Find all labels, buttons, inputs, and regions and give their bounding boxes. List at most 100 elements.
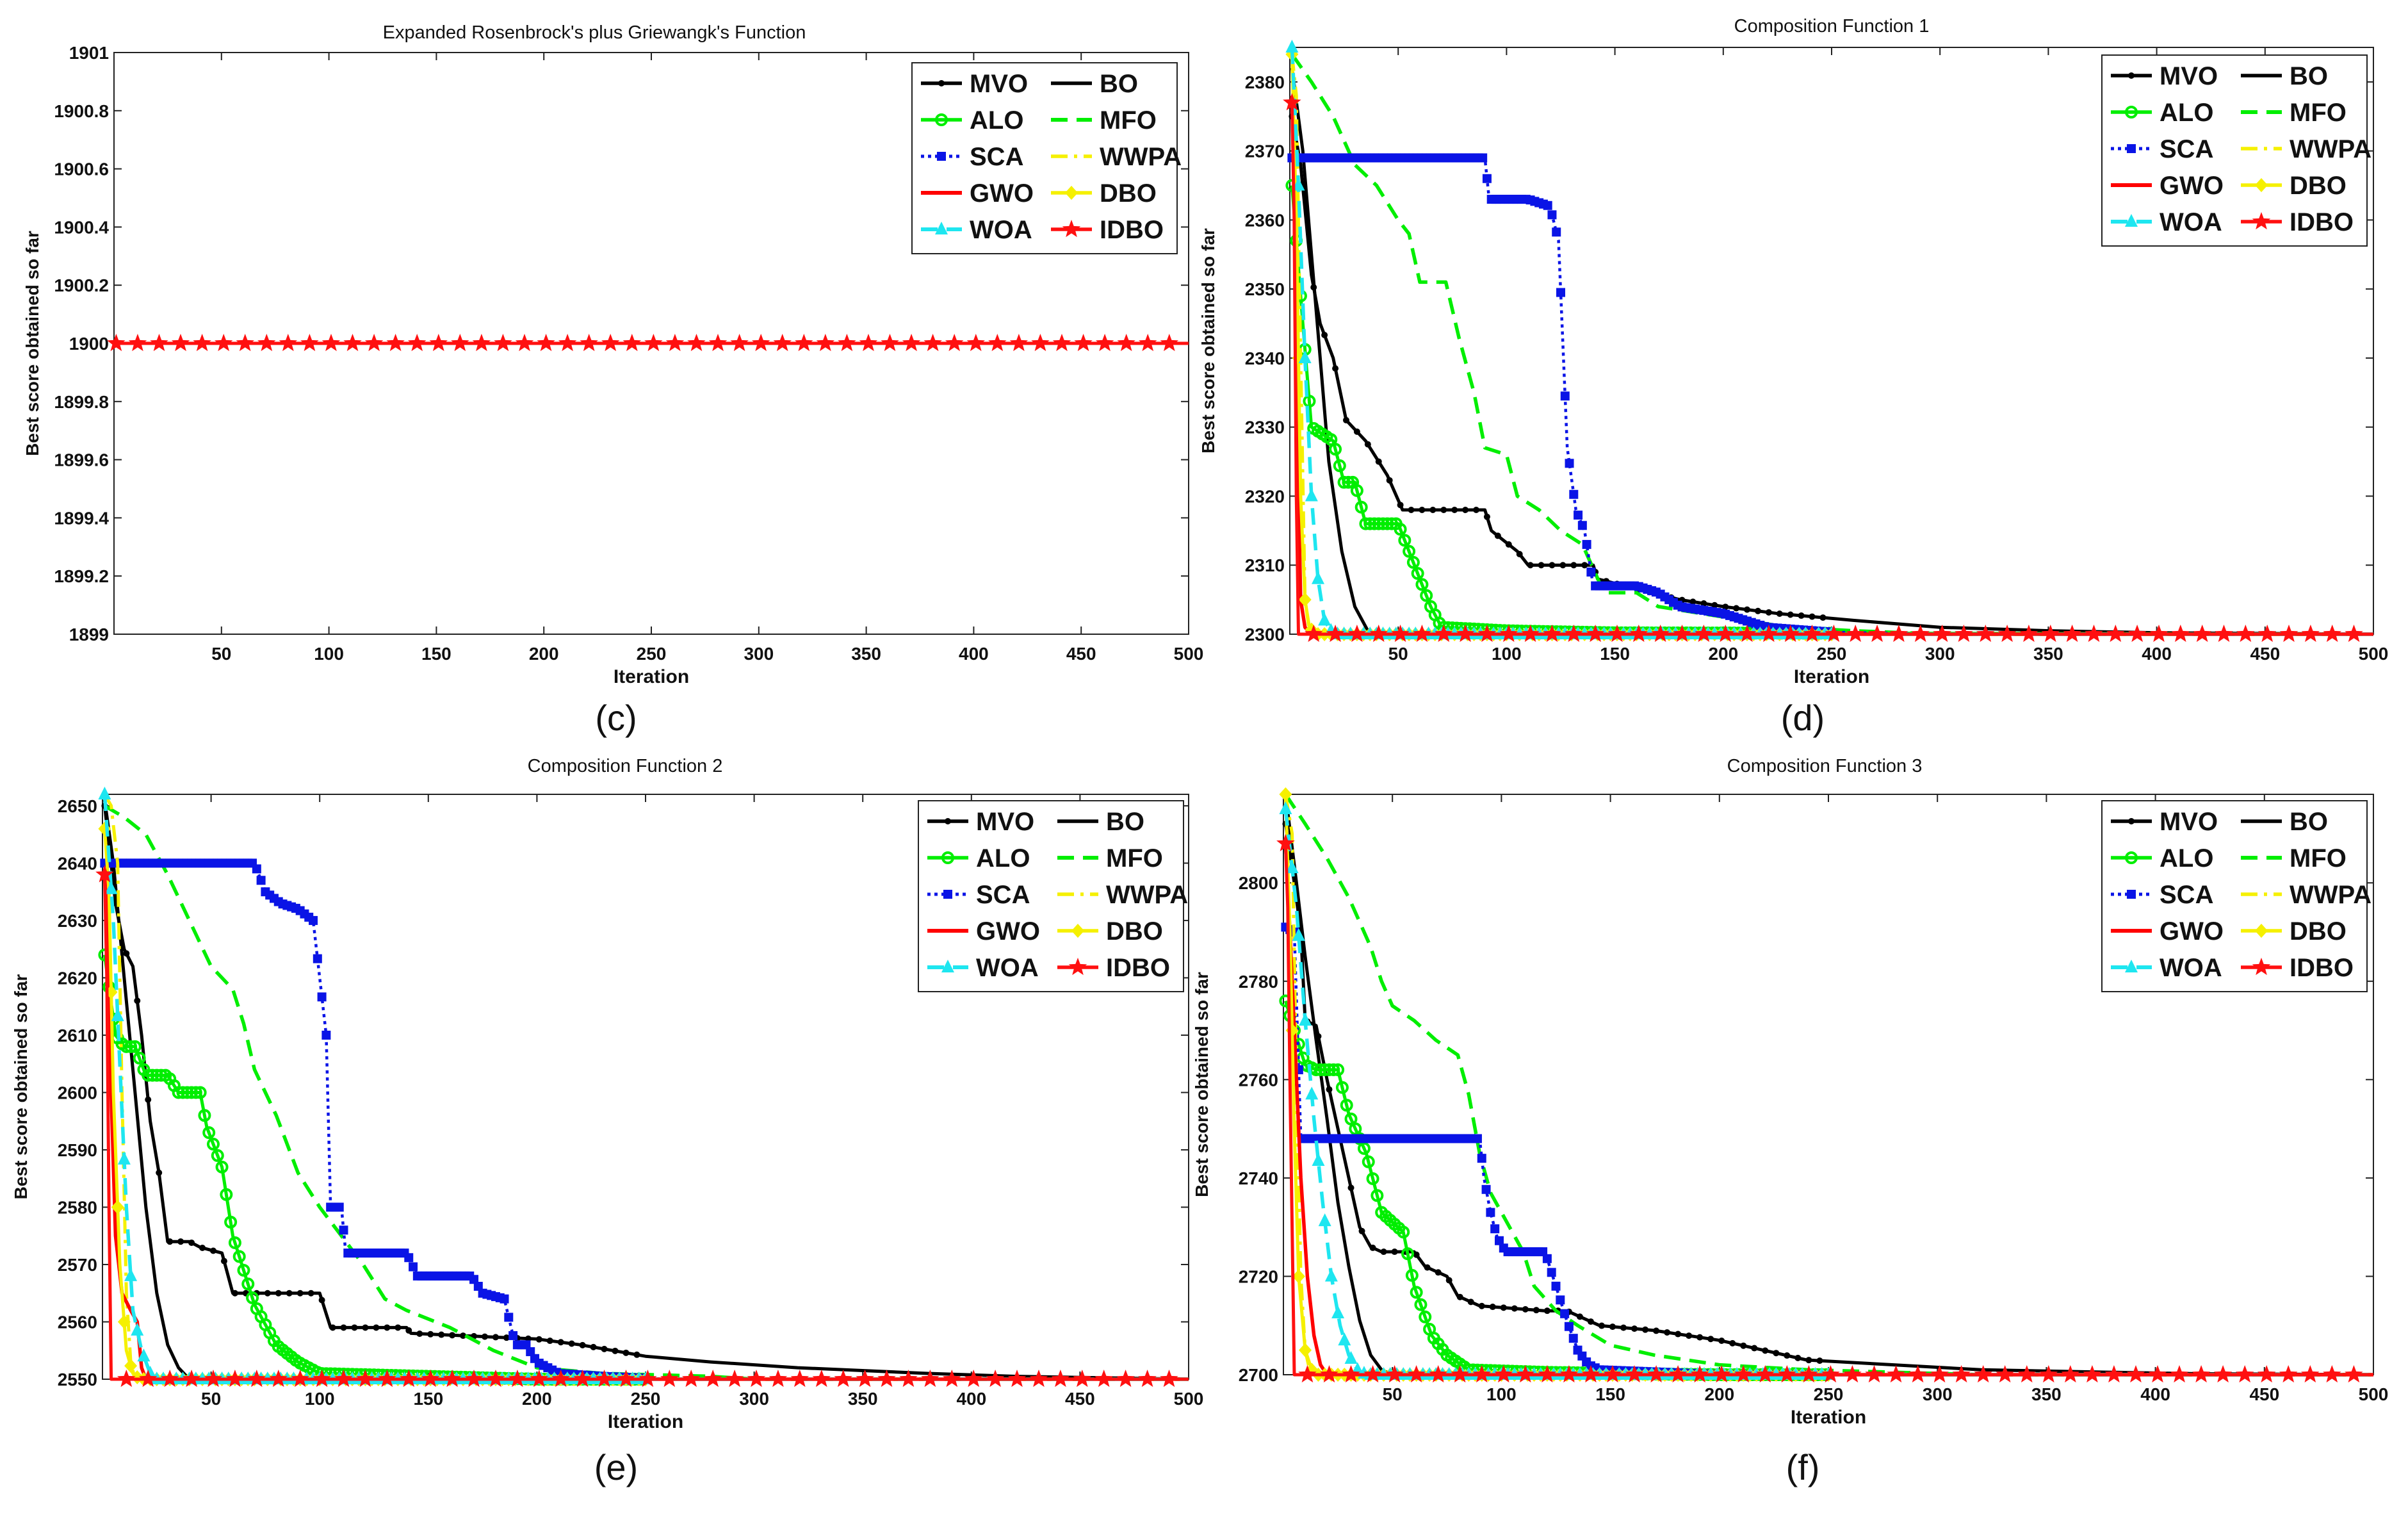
marker-sca [469, 1275, 479, 1284]
marker-idbo [1996, 1365, 2014, 1383]
x-axis-label: Iteration [608, 1411, 683, 1432]
x-tick-label: 250 [1814, 1384, 1844, 1404]
marker-idbo [725, 1370, 744, 1388]
marker-mvo [1456, 1293, 1463, 1300]
marker-mvo [1696, 1334, 1704, 1341]
series-wwpa [1290, 54, 2373, 636]
marker-sca [1560, 391, 1570, 401]
legend: MVO BO ALO MFO SCA WWPA GWO DBO WOA IDBO [2101, 54, 2371, 247]
marker-alo [1403, 545, 1416, 558]
marker-woa [1338, 1332, 1351, 1346]
marker-mvo [1332, 365, 1339, 372]
marker-idbo [1867, 625, 1887, 643]
marker-idbo [182, 1370, 201, 1388]
marker-alo [1337, 475, 1351, 489]
y-tick-label: 2650 [58, 796, 97, 816]
marker-mvo [1754, 607, 1761, 614]
legend-label-idbo: IDBO [1100, 216, 1164, 244]
marker-sca [339, 1225, 348, 1235]
marker-idbo [2106, 625, 2125, 643]
chart-title: Composition Function 2 [528, 756, 723, 776]
marker-sca [1542, 1254, 1552, 1263]
marker-sca [1568, 1334, 1578, 1343]
marker-idbo [1472, 1365, 1491, 1383]
series-line-mvo [1283, 823, 2374, 1377]
x-tick-label: 400 [956, 1389, 986, 1409]
marker-dbo [111, 1200, 124, 1215]
marker-sca [1556, 288, 1565, 297]
marker-mvo [1483, 513, 1490, 520]
marker-mvo [1429, 507, 1436, 514]
y-tick-label: 1900.6 [54, 160, 109, 179]
marker-idbo [1138, 1370, 1157, 1388]
series-line-idbo [1283, 843, 2373, 1377]
marker-idbo [595, 1370, 614, 1388]
marker-idbo [1930, 1365, 1949, 1383]
y-tick-label: 2580 [58, 1197, 97, 1217]
marker-mvo [1700, 600, 1707, 607]
marker-mvo [1326, 1086, 1333, 1093]
marker-mvo [449, 1332, 456, 1339]
legend-marker-woa [941, 960, 954, 972]
marker-alo [1335, 1081, 1349, 1094]
legend-label-mfo: MFO [2290, 99, 2347, 127]
series-layer [95, 787, 1189, 1388]
marker-idbo [378, 1370, 396, 1388]
y-tick-label: 2630 [58, 911, 97, 931]
marker-alo [220, 1188, 233, 1201]
chart-panel-d: Composition Function 1 50 100 150 200 250 300 3… [1198, 16, 2388, 738]
legend-label-bo: BO [2290, 62, 2328, 90]
marker-alo [206, 1138, 220, 1151]
marker-alo [224, 1215, 238, 1229]
marker-idbo [1407, 1365, 1426, 1383]
x-tick-label: 300 [744, 644, 774, 664]
marker-idbo [1347, 625, 1367, 643]
marker-idbo [923, 334, 942, 352]
y-tick-label: 2310 [1245, 555, 1285, 575]
marker-idbo [1363, 1365, 1382, 1383]
marker-alo [1342, 475, 1355, 489]
y-tick-label: 2740 [1239, 1168, 1278, 1188]
marker-idbo [964, 1370, 983, 1388]
marker-mvo [1570, 562, 1577, 569]
marker-idbo [1051, 1370, 1070, 1388]
marker-woa [117, 1151, 131, 1165]
legend-box [2101, 800, 2368, 992]
marker-idbo [1283, 93, 1301, 111]
marker-idbo [300, 334, 319, 352]
marker-idbo [1052, 334, 1071, 352]
marker-idbo [1778, 1365, 1796, 1383]
marker-idbo [1647, 1365, 1666, 1383]
marker-idbo [687, 334, 706, 352]
marker-mvo [546, 1338, 553, 1345]
marker-alo [1381, 517, 1394, 530]
marker-alo [211, 1149, 224, 1162]
legend-label-mfo: MFO [2290, 844, 2347, 872]
marker-idbo [1607, 625, 1627, 643]
marker-mvo [1473, 507, 1480, 514]
marker-idbo [899, 1370, 918, 1388]
marker-sca [1478, 153, 1488, 163]
marker-alo [172, 1086, 185, 1099]
y-tick-label: 2320 [1245, 486, 1285, 506]
marker-mvo [220, 1257, 227, 1265]
marker-mvo [1391, 1249, 1398, 1256]
x-tick-label: 350 [2033, 644, 2063, 664]
marker-idbo [171, 334, 190, 352]
marker-idbo [1369, 625, 1388, 643]
marker-idbo [1908, 1365, 1927, 1383]
marker-alo [181, 1086, 194, 1099]
marker-alo [1322, 1063, 1336, 1076]
marker-idbo [902, 334, 921, 352]
marker-mvo [145, 1096, 152, 1103]
x-tick-label: 300 [1923, 1384, 1953, 1404]
marker-idbo [257, 334, 276, 352]
legend-label-woa: WOA [976, 954, 1039, 982]
marker-alo [232, 1250, 246, 1263]
marker-alo [1329, 443, 1342, 456]
marker-idbo [708, 334, 728, 352]
marker-sca [1547, 210, 1557, 220]
marker-sca [1490, 1224, 1500, 1234]
marker-idbo [2170, 1365, 2189, 1383]
legend-marker-dbo [2255, 178, 2268, 192]
